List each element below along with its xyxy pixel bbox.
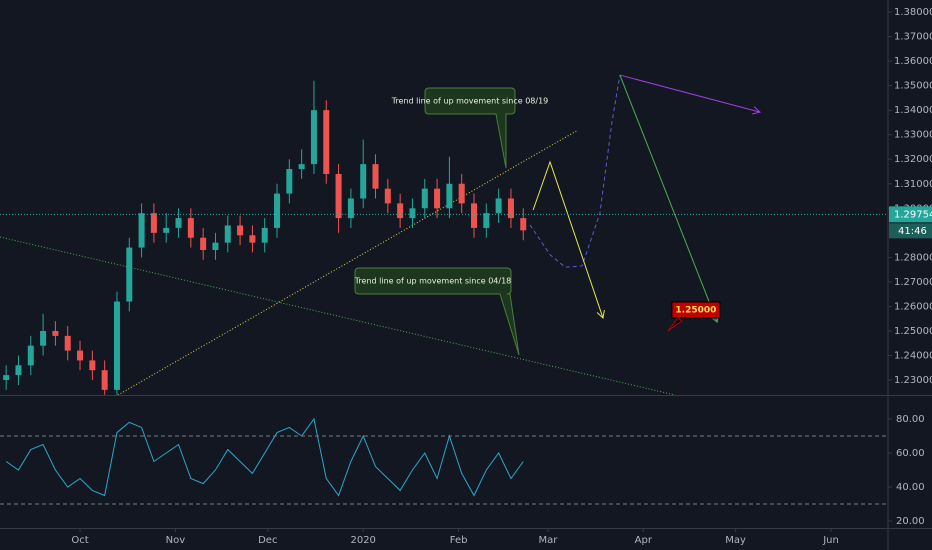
candle-body [298, 164, 305, 170]
candle-body [52, 330, 59, 336]
arrow-head [752, 106, 761, 115]
y-tick-label: 1.34000 [894, 105, 932, 116]
y-tick-label: 1.31000 [894, 179, 932, 190]
candle-body [507, 198, 514, 219]
candle-body [150, 213, 157, 233]
x-tick-label: Mar [538, 535, 558, 546]
y-tick-label: 1.36000 [894, 56, 932, 67]
candle-body [446, 183, 453, 209]
arrow [619, 74, 718, 323]
rsi-y-tick-label: 20.00 [896, 516, 925, 527]
callout-text: Trend line of up movement since 08/19 [391, 97, 549, 106]
candle-body [347, 198, 354, 219]
candle-body [163, 227, 170, 233]
y-tick-label: 1.35000 [894, 81, 932, 92]
candle-body [101, 370, 108, 390]
candle-body [421, 188, 428, 209]
candle-body [3, 375, 10, 381]
candle-body [138, 213, 145, 248]
arrow [619, 74, 761, 113]
candle-body [458, 183, 465, 204]
target-box [671, 301, 721, 319]
last-price-badge [889, 206, 932, 223]
x-tick-label: Oct [71, 535, 88, 546]
candle-body [384, 188, 391, 204]
candle-body [224, 225, 231, 243]
countdown-badge [889, 223, 932, 239]
x-tick-label: Apr [635, 535, 653, 546]
candle-body [126, 247, 133, 302]
candle-body [471, 203, 478, 228]
x-tick-label: May [725, 535, 746, 546]
y-tick-label: 1.28000 [894, 252, 932, 263]
countdown: 41:46 [898, 226, 927, 237]
candle-body [15, 365, 22, 376]
rsi-pane [5, 417, 524, 497]
candle-body [89, 360, 96, 371]
y-tick-label: 1.27000 [894, 277, 932, 288]
candle-body [409, 208, 416, 219]
candle-body [27, 345, 34, 366]
y-tick-label: 1.24000 [894, 351, 932, 362]
candle-body [360, 164, 367, 199]
y-tick-label: 1.33000 [894, 130, 932, 141]
arrow [532, 160, 604, 319]
candle-body [200, 237, 207, 251]
target-label: 1.25000 [675, 305, 716, 315]
candle-body [212, 242, 219, 251]
candle-body [310, 110, 317, 165]
candle-body [397, 203, 404, 219]
y-tick-label: 1.37000 [894, 32, 932, 43]
y-tick-label: 1.26000 [894, 301, 932, 312]
x-tick-label: Nov [166, 535, 186, 546]
callout-box [354, 267, 520, 356]
projection-curve [529, 74, 621, 268]
x-tick-label: Dec [258, 535, 277, 546]
trend-line [0, 236, 676, 395]
candle-body [187, 218, 194, 238]
candle-body [77, 350, 84, 361]
y-tick-label: 1.32000 [894, 154, 932, 165]
target-pointer [667, 317, 683, 332]
candle-body [323, 110, 330, 174]
candle-body [495, 198, 502, 214]
candle-body [335, 173, 342, 219]
trend-line [117, 129, 579, 395]
candle-body [372, 164, 379, 189]
x-tick-label: 2020 [350, 535, 375, 546]
y-tick-label: 1.38000 [894, 7, 932, 18]
candle-body [434, 188, 441, 209]
candle-body [113, 301, 120, 390]
candle-body [40, 330, 47, 346]
rsi-y-tick-label: 40.00 [896, 482, 925, 493]
x-tick-label: Jun [822, 535, 839, 546]
callout-text: Trend line of up movement since 04/18 [354, 277, 512, 286]
x-tick-label: Feb [450, 535, 468, 546]
arrow-head [596, 309, 605, 319]
last-price-label: 1.29754 [894, 209, 932, 220]
candle-body [286, 169, 293, 194]
candle-body [520, 218, 527, 231]
candle-body [237, 225, 244, 236]
candle-body [261, 227, 268, 243]
candle-body [483, 213, 490, 228]
price-mask [870, 223, 887, 239]
candle-body [274, 193, 281, 228]
rsi-y-tick-label: 80.00 [896, 414, 925, 425]
rsi-line [5, 417, 524, 497]
main-pane [0, 74, 761, 395]
candle-body [64, 335, 71, 351]
callout-box [424, 87, 516, 169]
rsi-y-tick-label: 60.00 [896, 448, 925, 459]
y-tick-label: 1.23000 [894, 375, 932, 386]
candle-body [249, 235, 256, 243]
candle-body [175, 218, 182, 228]
y-tick-label: 1.25000 [894, 326, 932, 337]
